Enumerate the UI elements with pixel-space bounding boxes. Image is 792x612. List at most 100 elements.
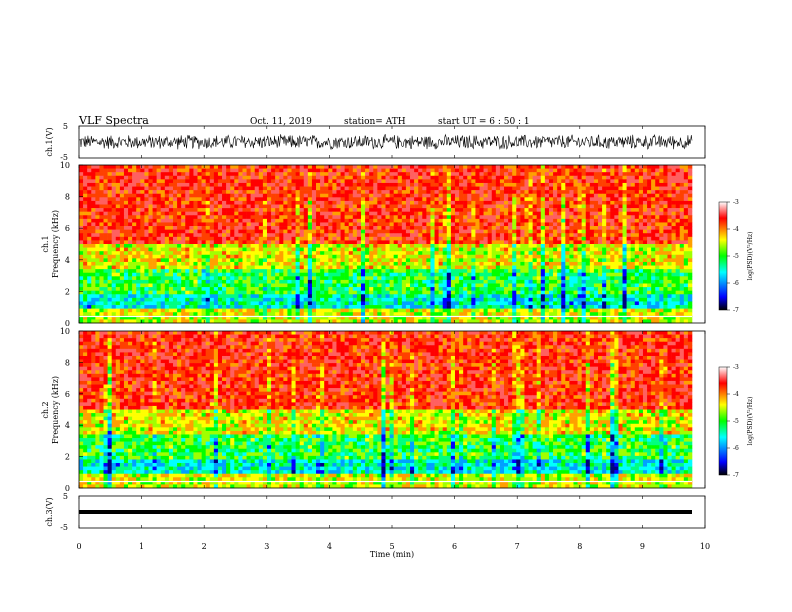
spectrogram-cell <box>242 258 247 263</box>
spectrogram-cell <box>119 190 125 195</box>
spectrogram-cell <box>266 233 272 238</box>
spectrogram-cell <box>663 179 668 184</box>
spectrogram-cell <box>283 197 288 202</box>
spectrogram-cell <box>459 272 464 277</box>
spectrogram-cell <box>95 175 100 180</box>
spectrogram-cell <box>647 240 652 245</box>
spectrogram-cell <box>422 233 427 238</box>
spectrogram-cell <box>123 218 129 223</box>
spectrogram-cell <box>299 269 305 274</box>
spectrogram-cell <box>683 211 689 216</box>
spectrogram-cell <box>140 222 145 227</box>
spectrogram-cell <box>123 190 129 195</box>
spectrogram-cell <box>667 215 672 220</box>
spectrogram-cell <box>205 197 211 202</box>
spectrogram-cell <box>79 254 84 259</box>
spectrogram-cell <box>524 247 529 252</box>
spectrogram-cell <box>217 279 223 284</box>
spectrogram-cell <box>360 272 366 277</box>
spectrogram-cell <box>205 265 211 270</box>
spectrogram-cell <box>238 276 243 281</box>
spectrogram-cell <box>311 251 317 256</box>
spectrogram-cell <box>381 254 386 259</box>
spectrogram-cell <box>172 175 178 180</box>
spectrogram-cell <box>136 182 141 187</box>
spectrogram-cell <box>569 215 574 220</box>
spectrogram-cell <box>365 240 370 245</box>
spectrogram-cell <box>266 215 272 220</box>
spectrogram-cell <box>418 229 423 234</box>
spectrogram-cell <box>177 265 182 270</box>
spectrogram-cell <box>495 233 501 238</box>
spectrogram-cell <box>115 175 121 180</box>
spectrogram-cell <box>352 222 358 227</box>
spectrogram-cell <box>651 215 656 220</box>
spectrogram-cell <box>434 258 439 263</box>
spectrogram-cell <box>111 197 117 202</box>
spectrogram-cell <box>168 254 174 259</box>
spectrogram-cell <box>115 233 121 238</box>
spectrogram-cell <box>373 208 378 212</box>
spectrogram-cell <box>79 261 84 266</box>
spectrogram-cell <box>336 226 341 230</box>
spectrogram-cell <box>373 236 378 241</box>
spectrogram-cell <box>532 261 538 266</box>
spectrogram-cell <box>87 200 92 205</box>
spectrogram-cell <box>79 200 84 205</box>
spectrogram-cell <box>295 226 300 230</box>
spectrogram-cell <box>201 193 206 198</box>
spectrogram-cell <box>410 197 415 202</box>
spectrogram-cell <box>606 222 611 227</box>
spectrogram-cell <box>393 226 399 230</box>
spectrogram-cell <box>663 233 668 238</box>
spectrogram-cell <box>189 258 194 263</box>
spectrogram-cell <box>548 179 554 184</box>
spectrogram-cell <box>618 204 623 209</box>
spectrogram-cell <box>222 226 227 230</box>
spectrogram-cell <box>642 197 648 202</box>
spectrogram-cell <box>360 236 366 241</box>
spectrogram-cell <box>602 265 607 270</box>
spectrogram-cell <box>230 247 235 252</box>
spectrogram-cell <box>602 168 607 173</box>
spectrogram-cell <box>172 200 178 205</box>
spectrogram-cell <box>283 208 288 212</box>
spectrogram-cell <box>647 276 652 281</box>
spectrogram-cell <box>160 283 166 288</box>
spectrogram-cell <box>577 261 582 266</box>
spectrogram-cell <box>459 200 464 205</box>
spectrogram-cell <box>512 172 517 177</box>
spectrogram-cell <box>185 236 190 241</box>
spectrogram-cell <box>369 265 374 270</box>
spectrogram-cell <box>230 269 235 274</box>
spectrogram-cell <box>671 261 676 266</box>
spectrogram-cell <box>177 182 182 187</box>
spectrogram-cell <box>152 276 157 281</box>
spectrogram-cell <box>303 272 309 277</box>
spectrogram-cell <box>201 272 206 277</box>
spectrogram-cell <box>430 172 435 177</box>
spectrogram-cell <box>144 186 149 191</box>
spectrogram-cell <box>311 208 317 212</box>
spectrogram-cell <box>242 247 247 252</box>
spectrogram-cell <box>213 186 219 191</box>
spectrogram-cell <box>230 272 235 277</box>
spectrogram-cell <box>414 179 419 184</box>
spectrogram-cell <box>634 215 640 220</box>
spectrogram-cell <box>369 190 374 195</box>
spectrogram-cell <box>91 261 96 266</box>
spectrogram-cell <box>454 247 460 252</box>
spectrogram-cell <box>266 218 272 223</box>
spectrogram-cell <box>324 229 329 234</box>
spectrogram-cell <box>222 283 227 288</box>
spectrogram-cell <box>79 168 84 173</box>
spectrogram-cell <box>463 261 468 266</box>
spectrogram-cell <box>164 218 170 223</box>
spectrogram-cell <box>156 172 162 177</box>
spectrogram-cell <box>479 265 484 270</box>
spectrogram-cell <box>156 211 162 216</box>
spectrogram-cell <box>115 226 121 230</box>
spectrogram-cell <box>283 265 288 270</box>
spectrogram-cell <box>667 175 672 180</box>
spectrogram-cell <box>426 165 431 169</box>
